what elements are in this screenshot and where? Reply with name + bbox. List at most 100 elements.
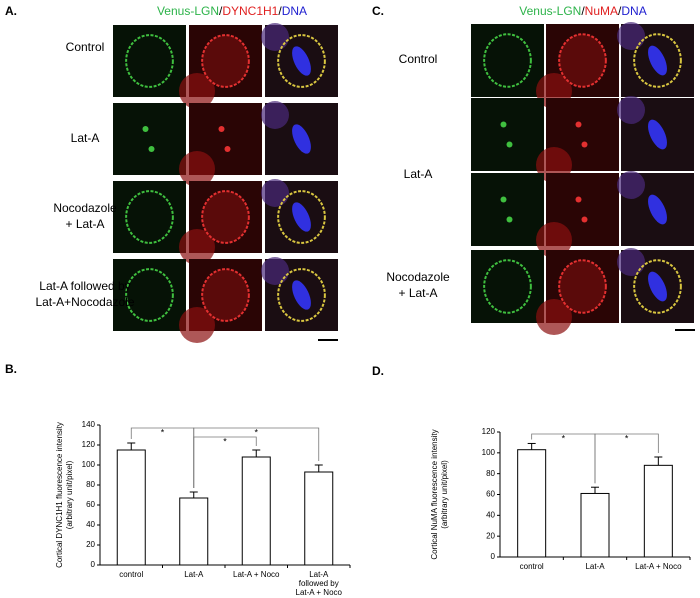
panel-header: Venus-LGN/DYNC1H1/DNA (157, 4, 307, 18)
significance-label: * (625, 433, 629, 443)
micrograph (471, 24, 544, 97)
dna (292, 124, 311, 154)
x-tick-label: Lat-A + Noco (233, 570, 280, 579)
y-tick-label: 80 (486, 469, 495, 478)
x-tick-label: Lat-A (184, 570, 204, 579)
spindle-pole (506, 141, 513, 148)
y-tick-label: 0 (91, 560, 96, 569)
spindle-pole (218, 126, 225, 132)
y-tick-label: 80 (86, 480, 95, 489)
significance-label: * (161, 427, 165, 437)
x-tick-label: control (119, 570, 143, 579)
micrograph (113, 181, 186, 253)
micrograph (261, 257, 338, 331)
y-tick-label: 20 (486, 531, 495, 540)
header-part: / (618, 4, 622, 18)
micrograph (179, 181, 262, 265)
dna (648, 271, 667, 302)
header-part: DYNC1H1 (222, 4, 278, 18)
y-tick-label: 60 (86, 500, 95, 509)
micrograph (113, 259, 186, 331)
spindle-pole (575, 121, 582, 128)
bar (179, 497, 209, 566)
row-label: + Lat-A (65, 217, 104, 231)
spindle-pole (506, 216, 513, 223)
cortex (633, 259, 682, 314)
cortex (201, 268, 250, 322)
header-part: / (219, 4, 223, 18)
bar (643, 464, 673, 558)
y-tick-label: 60 (486, 490, 495, 499)
micrograph (179, 25, 262, 109)
spindle-pole (148, 146, 155, 152)
micrograph (261, 179, 338, 253)
x-tick-label: followed by (299, 579, 339, 588)
header-part: Venus-LGN (519, 4, 581, 18)
header-part: NuMA (585, 4, 618, 18)
y-axis-label: Cortical DYNC1H1 fluorescence intensity(… (55, 422, 74, 568)
panel-header: Venus-LGN/NuMA/DNA (519, 4, 646, 18)
significance-label: * (562, 433, 566, 443)
micrograph (471, 250, 544, 323)
micrograph (536, 98, 619, 183)
nucleus-bg (261, 23, 289, 51)
spindle-pole (500, 121, 507, 128)
x-tick-label: control (520, 562, 544, 571)
micrograph (617, 96, 694, 171)
micrograph (536, 250, 619, 335)
micrograph (179, 259, 262, 343)
y-axis-label-line: Cortical DYNC1H1 fluorescence intensity (55, 422, 64, 568)
y-tick-label: 120 (482, 427, 496, 436)
micrograph (617, 248, 694, 323)
micrograph (617, 22, 694, 97)
significance-label: * (254, 427, 258, 437)
x-tick-label: Lat-A (309, 570, 329, 579)
cortex (125, 34, 174, 88)
micrograph (261, 23, 338, 97)
dna (648, 194, 667, 225)
row-label: Lat-A (71, 131, 100, 145)
micrograph-bg (471, 173, 544, 246)
spindle-pole (581, 141, 588, 148)
cell-glow (179, 73, 215, 109)
cell-glow (179, 307, 215, 343)
row-label: Lat-A+Nocodazole (35, 295, 134, 309)
micrograph (113, 25, 186, 97)
dna (292, 280, 311, 310)
row-label: Control (66, 40, 105, 54)
header-part: / (581, 4, 585, 18)
x-tick-label: Lat-A (585, 562, 605, 571)
row-label: Nocodazole (53, 201, 117, 215)
nucleus-bg (617, 171, 645, 199)
spindle-pole (142, 126, 149, 132)
x-tick-label: Lat-A + Noco (635, 562, 682, 571)
significance-bracket (594, 433, 659, 484)
significance-bracket (193, 427, 320, 488)
panel-label: D. (372, 364, 384, 378)
panel-label: A. (5, 4, 17, 18)
row-label: + Lat-A (398, 286, 437, 300)
cortex (483, 33, 532, 88)
y-tick-label: 140 (82, 420, 96, 429)
x-tick-label: Lat-A + Noco (296, 588, 343, 597)
spindle-pole (224, 146, 231, 152)
y-axis-label-line: (arbitrary unit/pixel) (65, 460, 74, 529)
header-part: DNA (621, 4, 646, 18)
dna (292, 46, 311, 76)
nucleus-bg (617, 22, 645, 50)
bar (517, 449, 547, 558)
dna (292, 202, 311, 232)
y-tick-label: 120 (82, 440, 96, 449)
micrograph (471, 98, 544, 171)
cortex (201, 190, 250, 244)
spindle-pole (500, 196, 507, 203)
y-axis-label: Cortical NuMA fluorescence intensity (arb… (430, 429, 449, 559)
cell-glow (536, 222, 572, 258)
nucleus-bg (617, 96, 645, 124)
nucleus-bg (617, 248, 645, 276)
y-tick-label: 100 (82, 460, 96, 469)
micrograph-bg (113, 103, 186, 175)
micrograph (471, 173, 544, 246)
cortex (558, 33, 607, 88)
cortex (483, 259, 532, 314)
